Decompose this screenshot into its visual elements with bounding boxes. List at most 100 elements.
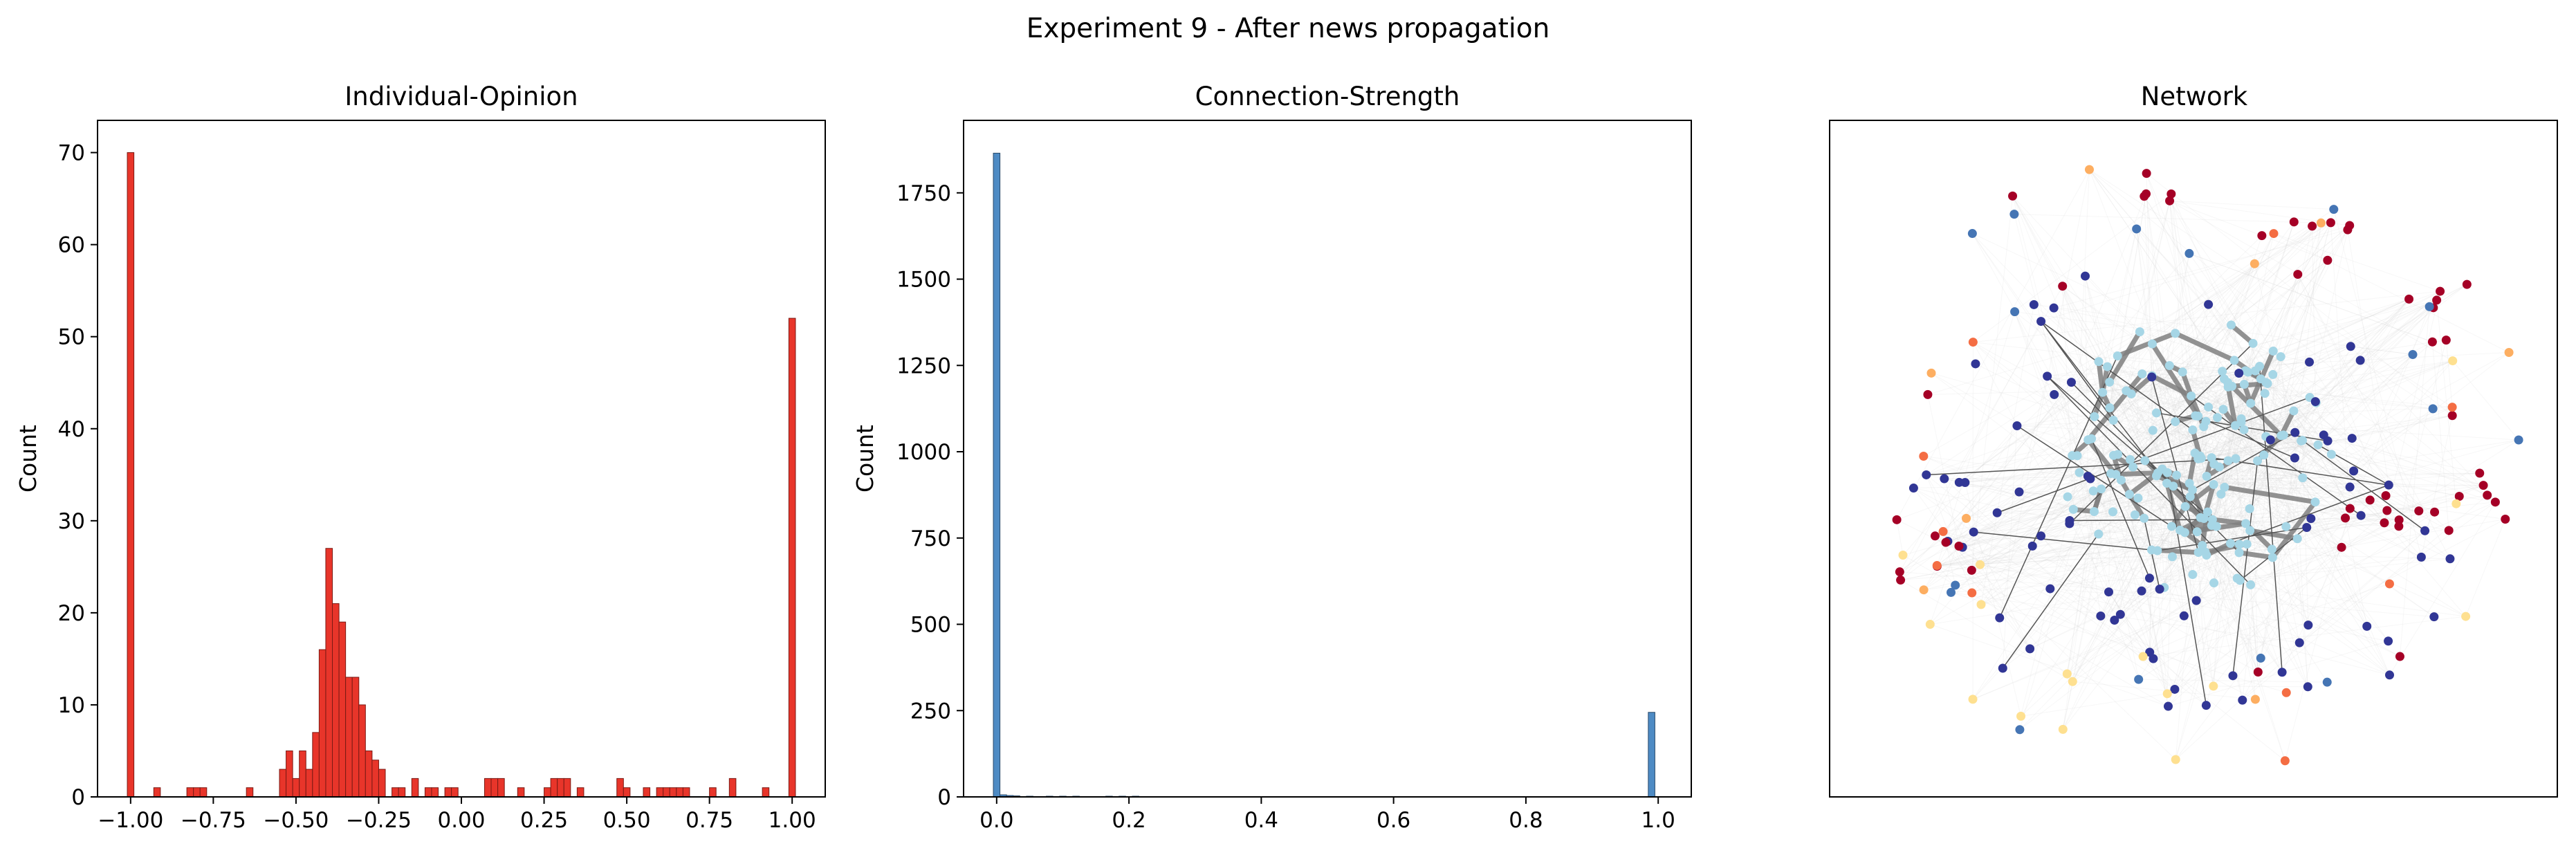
network-node: [2096, 611, 2106, 620]
weak-edge: [1944, 472, 2480, 479]
strong-edge: [2236, 550, 2275, 560]
network-node: [2234, 540, 2244, 549]
network-node: [2478, 481, 2488, 490]
network-node: [2207, 453, 2216, 463]
weak-edge: [2297, 274, 2420, 511]
network-node: [2202, 550, 2211, 560]
weak-edge: [2232, 385, 2453, 408]
network-node: [2171, 329, 2180, 338]
x-tick-label: 0.4: [1244, 808, 1278, 833]
weak-edge: [1926, 291, 2440, 475]
weak-edge: [1900, 556, 2173, 581]
weak-edge: [2166, 486, 2174, 694]
y-tick-label: 1000: [896, 440, 951, 465]
network-node: [2267, 544, 2276, 554]
weak-edge: [2252, 343, 2496, 503]
weak-edge: [2231, 233, 2274, 326]
thin-edge: [2041, 320, 2193, 431]
strong-edge: [2086, 371, 2145, 443]
weak-edge: [1937, 564, 1972, 571]
x-tick-label: −0.75: [181, 808, 246, 833]
network-node: [2188, 425, 2198, 435]
x-tick-label: 0.2: [1112, 808, 1146, 833]
network-node: [2475, 468, 2485, 478]
weak-edge: [2353, 300, 2438, 472]
thin-edge: [2016, 425, 2172, 527]
weak-edge: [1902, 425, 2018, 555]
strength-panel-title: Connection-Strength: [1195, 82, 1460, 111]
x-tick-label: 1.00: [769, 808, 816, 833]
network-node: [1925, 620, 1935, 629]
histogram-bar: [663, 787, 670, 798]
network-node: [2514, 435, 2523, 445]
weak-edge: [2214, 582, 2466, 617]
weak-edge: [2144, 196, 2261, 379]
weak-edge: [2021, 370, 2246, 717]
weak-edge: [2089, 169, 2316, 502]
weak-edge: [2041, 535, 2207, 706]
weak-edge: [1951, 591, 2300, 643]
weak-edge: [2195, 415, 2388, 511]
weak-edge: [2333, 209, 2422, 558]
weak-edge: [1980, 564, 2109, 593]
weak-edge: [2202, 545, 2400, 657]
network-node: [2178, 367, 2187, 377]
weak-edge: [2399, 306, 2430, 657]
weak-edge: [2133, 466, 2172, 527]
y-tick-label: 70: [58, 141, 85, 166]
weak-edge: [2067, 226, 2312, 497]
network-node: [2280, 756, 2290, 766]
weak-edge: [1900, 564, 1980, 581]
weak-edge: [2205, 421, 2519, 441]
x-tick-label: 0.50: [603, 808, 651, 833]
network-node: [2084, 165, 2094, 174]
network-node: [2213, 413, 2223, 423]
histogram-bar: [431, 787, 439, 798]
weak-edge: [2237, 556, 2422, 579]
network-node: [2308, 221, 2317, 231]
network-node: [2083, 471, 2092, 481]
weak-edge: [2019, 307, 2434, 730]
weak-edge: [2092, 221, 2294, 492]
weak-edge: [1931, 372, 2072, 457]
weak-edge: [1900, 253, 2190, 580]
weak-edge: [1972, 520, 2400, 700]
network-node: [2134, 674, 2144, 684]
network-node: [2147, 339, 2157, 349]
network-node: [2384, 480, 2393, 490]
weak-edge: [2034, 304, 2220, 468]
histogram-bar: [286, 750, 293, 798]
weak-edge: [2166, 483, 2272, 550]
weak-edge: [2203, 426, 2252, 585]
network-node: [2265, 435, 2275, 445]
network-node: [2349, 466, 2359, 476]
weak-edge: [2110, 473, 2160, 589]
weak-edge: [2066, 194, 2147, 674]
weak-edge: [1980, 304, 2034, 605]
network-node: [2043, 371, 2052, 381]
network-node: [2355, 356, 2365, 365]
weak-edge: [1971, 434, 2324, 594]
weak-edge: [2062, 474, 2117, 730]
weak-edge: [1980, 522, 2385, 565]
network-node: [2248, 338, 2258, 348]
weak-edge: [1927, 394, 1960, 546]
strong-edge: [2113, 470, 2161, 477]
weak-edge: [2149, 550, 2153, 652]
network-node: [2113, 450, 2123, 459]
weak-edge: [1971, 472, 2080, 594]
network-node: [2166, 189, 2176, 199]
histogram-bar: [318, 649, 326, 798]
network-node: [2094, 357, 2104, 367]
network-node: [1968, 695, 1978, 704]
network-node: [2214, 462, 2224, 472]
network-node: [2234, 548, 2244, 558]
weak-edge: [2257, 440, 2303, 672]
weak-edge: [1931, 372, 2303, 479]
network-node: [2257, 231, 2267, 241]
histogram-bar: [643, 787, 651, 798]
network-node: [1941, 537, 1951, 547]
weak-edge: [2144, 460, 2303, 479]
weak-edge: [1936, 259, 2328, 566]
y-tick-label: 50: [58, 325, 85, 350]
